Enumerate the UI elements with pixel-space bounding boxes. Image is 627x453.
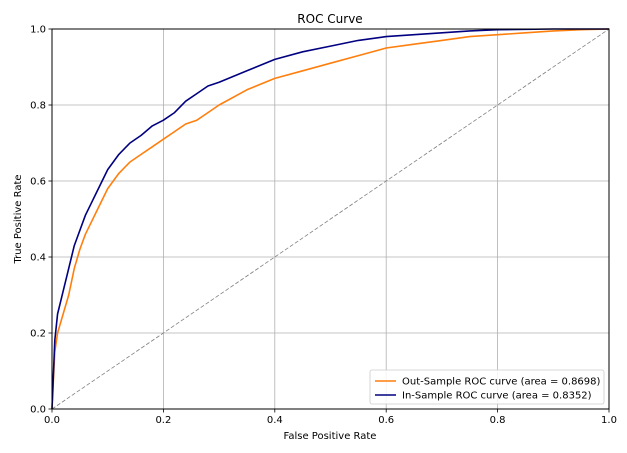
y-tick-label: 1.0 [30,25,46,36]
in-sample-roc-line [51,28,609,410]
plot-frame [51,28,610,410]
x-tick-label: 0.2 [155,415,171,426]
legend-entry-label: In-Sample ROC curve (area = 0.8352) [402,391,592,402]
y-tick-label: 0.8 [30,101,46,112]
legend: Out-Sample ROC curve (area = 0.8698) In-S… [369,369,605,405]
chart-title: ROC Curve [297,12,362,26]
x-tick-label: 0.6 [378,415,394,426]
legend-entry-label: Out-Sample ROC curve (area = 0.8698) [402,377,601,388]
legend-box [369,369,605,405]
out-sample-roc-line [51,28,610,410]
y-tick-label: 0.2 [30,329,46,340]
x-tick-label: 0.8 [490,415,506,426]
y-axis-label: True Positive Rate [13,174,24,264]
y-tick-label: 0.6 [30,177,46,188]
reference-diagonal-line [51,28,610,410]
x-tick-label: 0.4 [267,415,283,426]
y-tick-label: 0.4 [30,253,46,264]
series-layer [51,28,610,410]
tick-layer: 0.0 0.2 0.4 0.6 0.8 1.0 0.0 0.2 0.4 0.6 0.8 1.0 [30,25,617,427]
x-axis-label: False Positive Rate [284,431,377,442]
y-tick-label: 0.0 [30,405,46,416]
x-tick-label: 1.0 [601,415,617,426]
x-tick-label: 0.0 [44,415,60,426]
